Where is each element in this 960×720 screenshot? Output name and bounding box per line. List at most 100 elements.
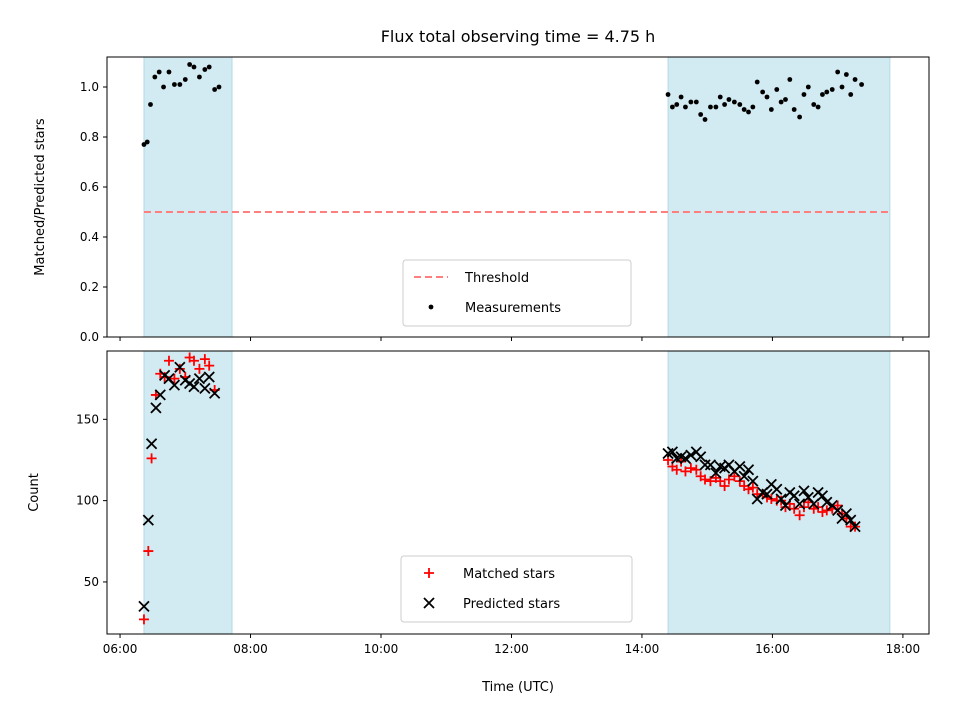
measurement-point <box>731 99 737 105</box>
y-tick-label: 1.0 <box>80 80 99 94</box>
predicted-star-point <box>747 475 759 487</box>
predicted-star-point <box>738 470 750 482</box>
matched-star-point <box>671 464 682 475</box>
y-tick-label: 100 <box>76 494 99 508</box>
predicted-star-point <box>679 452 692 464</box>
measurement-point <box>202 67 208 72</box>
measurement-point <box>820 92 825 97</box>
measurement-point <box>674 102 680 107</box>
predicted-star-point <box>199 382 211 395</box>
predicted-star-point <box>150 402 162 414</box>
measurement-point <box>197 74 202 80</box>
predicted-star-point <box>666 446 679 458</box>
measurement-point <box>693 99 699 105</box>
ratio-legend: Threshold Measurements <box>402 259 632 327</box>
predicted-star-point <box>685 449 697 461</box>
measurement-point <box>669 104 675 110</box>
predicted-star-point <box>816 490 829 502</box>
matched-star-point <box>204 360 215 371</box>
predicted-star-point <box>798 485 810 497</box>
measurement-point <box>191 64 197 70</box>
x-tick-label: 18:00 <box>886 642 921 656</box>
predicted-star-point <box>188 381 200 393</box>
y-tick-label: 150 <box>76 412 99 426</box>
predicted-star-point <box>779 499 792 512</box>
matched-star-point <box>680 466 691 477</box>
panel-ratio: 0.0 0.2 0.4 0.6 0.8 1.0 Matched/Predicted sta… <box>33 56 930 344</box>
legend-label: Threshold <box>464 271 529 286</box>
measurement-point <box>764 94 770 100</box>
observing-window-1 <box>143 350 233 635</box>
measurement-point <box>702 117 708 122</box>
predicted-star-point <box>145 438 158 450</box>
measurement-point <box>678 94 684 100</box>
matched-star-point <box>146 453 157 464</box>
matched-star-point <box>705 476 716 487</box>
measurement-point <box>141 142 147 147</box>
matched-star-point <box>817 507 828 518</box>
measurement-point <box>843 72 849 77</box>
measurement-point <box>746 109 751 115</box>
y-tick-label: 0.0 <box>80 330 99 344</box>
predicted-star-point <box>771 483 783 495</box>
measurement-point <box>848 92 854 97</box>
matched-star-point <box>700 474 711 485</box>
measurement-point <box>148 102 153 107</box>
y-tick-label: 50 <box>84 575 99 589</box>
matched-star-point <box>174 363 185 374</box>
measurement-point <box>177 82 183 87</box>
matched-star-point <box>808 503 819 514</box>
measurement-point <box>166 69 172 75</box>
predicted-star-point <box>695 451 707 463</box>
measurement-point <box>717 94 723 100</box>
y-tick-label: 0.2 <box>80 280 99 294</box>
predicted-star-point <box>821 496 833 508</box>
legend-label: Predicted stars <box>463 597 560 612</box>
measurement-point <box>811 102 817 107</box>
measurement-point <box>754 79 760 85</box>
matched-star-point <box>794 510 805 521</box>
predicted-star-point <box>174 361 186 373</box>
measurement-point <box>778 99 784 105</box>
predicted-star-point <box>734 460 746 473</box>
matched-star-point <box>685 463 696 474</box>
measurement-point <box>156 69 162 75</box>
count-y-axis-label: Count <box>27 473 42 512</box>
chart-title: Flux total observing time = 4.75 h <box>381 27 656 46</box>
matched-star-point <box>138 614 149 625</box>
measurement-point <box>161 84 166 90</box>
predicted-star-point <box>793 498 806 510</box>
matched-star-point <box>719 480 730 491</box>
measurement-point <box>722 102 727 107</box>
measurement-point <box>839 84 845 90</box>
x-tick-label: 14:00 <box>625 642 660 656</box>
measurement-point <box>152 74 158 80</box>
measurement-point <box>665 92 671 97</box>
predicted-star-point <box>775 493 787 505</box>
measurement-point <box>835 69 841 75</box>
measurement-point <box>750 104 756 110</box>
matched-star-point <box>163 355 174 366</box>
observing-window-2 <box>667 56 891 338</box>
measurement-point <box>172 82 177 87</box>
measurement-point <box>144 139 150 145</box>
legend-measurement-swatch <box>428 304 434 310</box>
legend-box <box>400 555 633 623</box>
measurement-point <box>708 104 713 110</box>
measurement-point <box>815 104 821 110</box>
measurement-point <box>824 89 830 95</box>
measurement-point <box>187 62 193 67</box>
predicted-star-point <box>203 371 215 383</box>
matched-star-point <box>747 482 758 493</box>
predicted-star-point <box>840 508 853 520</box>
measurement-point <box>791 107 797 112</box>
measurement-point <box>760 89 766 95</box>
predicted-star-point <box>138 600 150 612</box>
measurement-point <box>698 112 704 117</box>
measurement-point <box>787 77 793 82</box>
measurement-point <box>688 99 694 105</box>
legend-label: Measurements <box>465 301 561 316</box>
y-tick-label: 0.4 <box>80 230 99 244</box>
count-legend: Matched stars Predicted stars <box>400 555 633 623</box>
